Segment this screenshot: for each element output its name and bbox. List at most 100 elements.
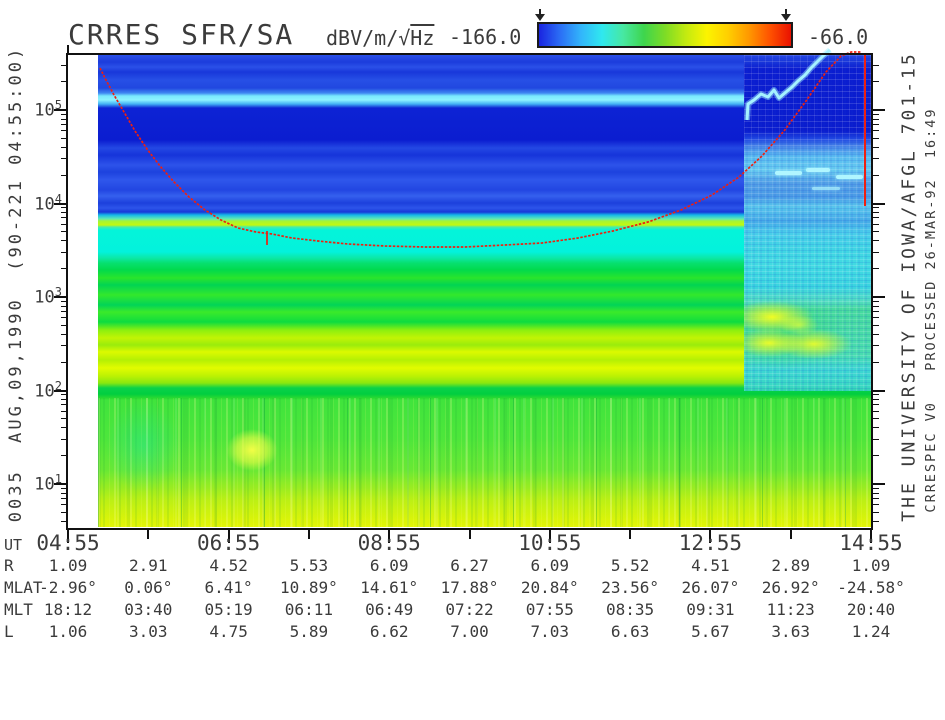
table-cell-mlat: -2.96° bbox=[39, 578, 97, 597]
table-cell-l: 3.03 bbox=[129, 622, 168, 641]
table-cell-mlt: 03:40 bbox=[124, 600, 173, 619]
y-axis-minor-tick-right bbox=[873, 345, 879, 347]
table-row-label-r: R bbox=[4, 556, 14, 575]
table-cell-ut: 14:55 bbox=[839, 531, 903, 555]
table-cell-r: 6.09 bbox=[369, 556, 409, 575]
table-cell-ut: 10:55 bbox=[518, 531, 582, 555]
y-axis-minor-tick bbox=[61, 158, 68, 160]
y-axis-major-tick-right bbox=[873, 296, 885, 298]
y-axis-minor-tick bbox=[61, 123, 68, 125]
y-axis-minor-tick-right bbox=[873, 158, 879, 160]
y-axis-minor-tick-right bbox=[873, 130, 879, 132]
y-axis-label: 105 bbox=[34, 98, 62, 121]
spectrogram-low-frequency-streak-zone bbox=[98, 398, 871, 527]
x-axis-tick bbox=[789, 530, 792, 539]
x-axis-tick bbox=[629, 530, 632, 539]
colorbar-units-label: dBV/m/√Hz bbox=[326, 26, 435, 50]
colorbar bbox=[537, 22, 793, 48]
x-axis-tick bbox=[548, 530, 551, 543]
y-axis-minor-tick-right bbox=[873, 410, 879, 412]
y-axis-major-tick bbox=[54, 109, 68, 111]
y-axis-major-tick bbox=[54, 389, 68, 392]
y-axis-label: 101 bbox=[34, 472, 62, 495]
table-cell-l: 5.67 bbox=[691, 622, 730, 641]
table-cell-mlat: 6.41° bbox=[204, 578, 253, 597]
y-axis-minor-tick bbox=[61, 394, 68, 396]
table-cell-l: 4.75 bbox=[209, 622, 248, 641]
y-axis-minor-tick bbox=[61, 492, 68, 494]
orbit-date-vertical-label: 0035 AUG,09,1990 (90-221 04:55:00) bbox=[6, 45, 26, 523]
table-cell-mlat: 20.84° bbox=[520, 578, 579, 597]
y-axis-minor-tick bbox=[61, 207, 68, 209]
y-axis-minor-tick-right bbox=[873, 207, 879, 209]
y-axis-minor-tick-right bbox=[873, 240, 879, 242]
table-cell-mlt: 08:35 bbox=[606, 600, 655, 619]
y-axis-major-tick bbox=[54, 202, 68, 205]
table-cell-r: 5.52 bbox=[610, 556, 650, 575]
y-axis-minor-tick bbox=[61, 137, 68, 139]
y-axis-minor-tick-right bbox=[873, 504, 879, 506]
x-axis-tick bbox=[468, 530, 471, 539]
y-axis-minor-tick bbox=[61, 268, 68, 270]
y-axis-minor-tick bbox=[61, 345, 68, 347]
table-cell-mlat: 10.89° bbox=[279, 578, 338, 597]
y-axis-major-tick-right bbox=[873, 109, 885, 111]
y-axis-label: 104 bbox=[34, 191, 62, 215]
table-cell-l: 6.63 bbox=[610, 622, 650, 641]
plot-frame bbox=[66, 53, 873, 530]
y-axis-major-tick-right bbox=[873, 389, 885, 392]
y-axis-minor-tick-right bbox=[873, 268, 879, 270]
x-axis-tick bbox=[307, 530, 310, 539]
y-axis-minor-tick-right bbox=[873, 438, 879, 440]
table-cell-mlt: 06:49 bbox=[365, 600, 414, 619]
table-cell-mlat: 0.06° bbox=[124, 578, 173, 597]
table-cell-mlat: 23.56° bbox=[601, 578, 659, 597]
y-axis-minor-tick bbox=[61, 427, 68, 429]
y-axis-minor-tick-right bbox=[873, 399, 879, 401]
table-cell-r: 4.51 bbox=[691, 556, 730, 575]
y-axis-minor-tick-right bbox=[873, 511, 879, 513]
y-axis-minor-tick bbox=[61, 418, 68, 420]
y-axis-minor-tick bbox=[61, 324, 68, 326]
y-axis-minor-tick-right bbox=[873, 310, 879, 312]
y-axis-minor-tick bbox=[61, 317, 68, 319]
y-axis-minor-tick bbox=[61, 217, 68, 219]
y-axis-major-tick-right bbox=[873, 202, 885, 205]
table-row-label-l: L bbox=[4, 622, 14, 641]
table-cell-mlt: 20:40 bbox=[846, 600, 896, 619]
y-axis-label: 103 bbox=[34, 285, 62, 308]
table-cell-mlt: 11:23 bbox=[766, 600, 815, 619]
y-axis-minor-tick-right bbox=[873, 492, 879, 494]
y-axis-minor-tick bbox=[61, 231, 68, 233]
table-row-label-mlt: MLT bbox=[4, 600, 33, 619]
colorbar-marker-left-icon bbox=[535, 9, 545, 21]
table-row-label-mlat: MLAT bbox=[4, 578, 43, 597]
y-axis-minor-tick bbox=[61, 118, 68, 120]
y-axis-minor-tick bbox=[61, 455, 68, 457]
y-axis-major-tick bbox=[54, 296, 68, 298]
table-cell-mlat: -24.58° bbox=[837, 578, 905, 597]
y-axis-minor-tick-right bbox=[873, 231, 879, 233]
y-axis-minor-tick bbox=[61, 410, 68, 412]
colorbar-marker-right-icon bbox=[781, 9, 791, 21]
table-cell-l: 5.89 bbox=[289, 622, 329, 641]
y-axis-minor-tick bbox=[61, 113, 68, 115]
y-axis-minor-tick-right bbox=[873, 223, 879, 225]
x-axis-tick bbox=[147, 530, 150, 539]
y-axis-minor-tick-right bbox=[873, 174, 879, 176]
table-cell-l: 6.62 bbox=[369, 622, 409, 641]
y-axis-minor-tick bbox=[61, 361, 68, 363]
y-axis-minor-tick-right bbox=[873, 324, 879, 326]
table-cell-r: 5.53 bbox=[289, 556, 329, 575]
y-axis-minor-tick bbox=[61, 497, 68, 499]
y-axis-minor-tick-right bbox=[873, 317, 879, 319]
y-axis-major-tick-right bbox=[873, 483, 885, 485]
y-axis-minor-tick bbox=[61, 130, 68, 132]
y-axis-minor-tick bbox=[61, 504, 68, 506]
y-axis-minor-tick bbox=[61, 223, 68, 225]
table-cell-mlat: 14.61° bbox=[360, 578, 419, 597]
y-axis-minor-tick-right bbox=[873, 333, 879, 335]
table-cell-mlt: 18:12 bbox=[43, 600, 93, 619]
y-axis-minor-tick bbox=[61, 212, 68, 214]
